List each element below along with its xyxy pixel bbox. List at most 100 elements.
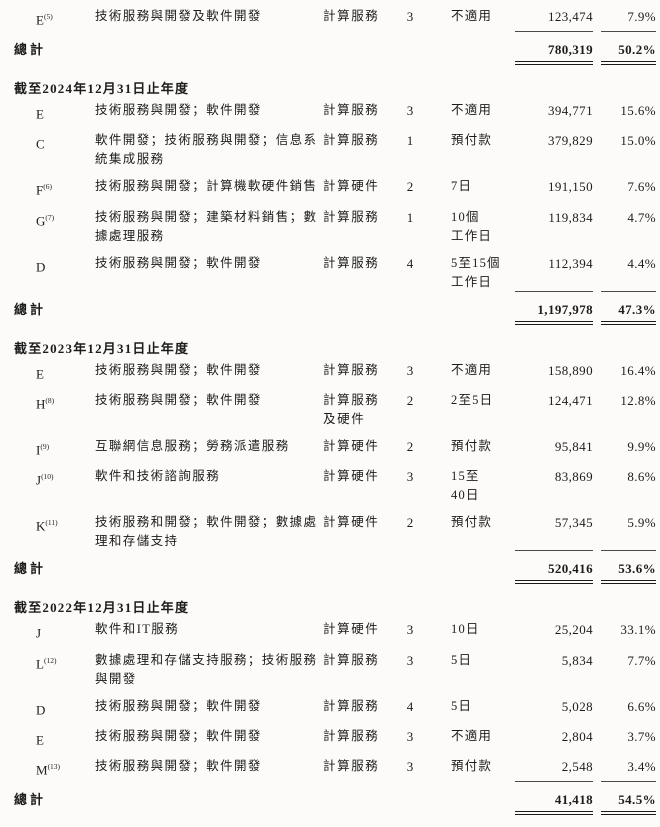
project-count-cell: 1 [406, 133, 414, 149]
services-cell: 技術服務和開發；軟件開發；數據處理和存儲支持 [95, 515, 318, 549]
total-amount-cell: 1,197,978 [515, 300, 593, 325]
project-count-cell: 3 [406, 469, 414, 485]
company-letter: C [36, 136, 45, 152]
company-cell: H(8) [14, 391, 95, 429]
percent-cell: 7.7% [593, 651, 656, 689]
services-cell: 技術服務與開發；軟件開發 [95, 255, 262, 270]
section-year-header: 截至2022年12月31日止年度 [14, 600, 190, 616]
project-count-cell: 3 [406, 728, 414, 744]
services-cell: 軟件開發；技術服務與開發；信息系統集成服務 [95, 133, 318, 167]
credit-terms-cell: 不適用 [451, 728, 493, 743]
table-row: D 技術服務與開發；軟件開發 計算服務 4 5日 5,028 6.6% [14, 697, 656, 719]
total-row: 總計 1,197,978 47.3% [14, 300, 656, 329]
credit-terms-cell: 2至5日 [451, 392, 494, 407]
percent-value: 3.7% [627, 728, 656, 744]
company-letter: E [36, 732, 44, 748]
table-row: F(6) 技術服務與開發；計算機軟硬件銷售 計算硬件 2 7日 191,150 … [14, 177, 656, 199]
services-cell: 技術服務與開發及軟件開發 [95, 9, 262, 23]
amount-value: 379,829 [547, 133, 593, 149]
percent-cell: 8.6% [593, 467, 656, 505]
percent-value: 15.6% [620, 103, 656, 118]
category-cell: 計算硬件 [323, 622, 380, 637]
amount-value: 123,474 [547, 9, 593, 24]
credit-terms-cell: 5日 [451, 698, 473, 713]
percent-value: 9.9% [627, 438, 656, 454]
percent-cell: 15.0% [593, 131, 656, 169]
footnote-ref: (8) [45, 395, 55, 405]
company-cell: E [14, 101, 95, 123]
total-row: 總計 780,319 50.2% [14, 40, 656, 69]
amount-value: 5,834 [561, 652, 593, 668]
credit-terms-cell: 7日 [451, 179, 473, 194]
table-row: E 技術服務與開發；軟件開發 計算服務 3 不適用 158,890 16.4% [14, 361, 656, 383]
services-cell: 數據處理和存儲支持服務；技術服務與開發 [95, 652, 318, 686]
company-cell: L(12) [14, 651, 95, 689]
services-cell: 互聯網信息服務；勞務派遣服務 [95, 438, 290, 453]
footnote-ref: (9) [40, 441, 50, 451]
project-count-cell: 3 [406, 622, 414, 638]
services-cell: 軟件和IT服務 [95, 622, 180, 637]
company-letter: E [36, 12, 44, 28]
services-cell: 技術服務與開發；計算機軟硬件銷售 [95, 179, 318, 194]
category-cell: 計算服務 [323, 759, 380, 774]
credit-terms-cell: 不適用 [451, 103, 493, 117]
credit-terms-cell: 預付款 [451, 759, 493, 774]
category-cell: 計算硬件 [323, 438, 380, 453]
amount-cell: 379,829 [515, 131, 593, 169]
table-row: D 技術服務與開發；軟件開發 計算服務 4 5至15個 工作日 112,394 … [14, 254, 656, 292]
table-row: M(13) 技術服務與開發；軟件開發 計算服務 3 預付款 2,548 3.4% [14, 757, 656, 782]
percent-value: 4.7% [627, 209, 656, 225]
services-cell: 技術服務與開發；建築材料銷售；數據處理服務 [95, 209, 318, 243]
percent-cell: 4.4% [593, 254, 656, 292]
company-cell: K(11) [14, 513, 95, 551]
company-cell: D [14, 254, 95, 292]
amount-value: 112,394 [548, 255, 593, 271]
footnote-ref: (6) [43, 182, 52, 192]
services-cell: 軟件和技術諮詢服務 [95, 469, 221, 484]
table-row: E 技術服務與開發；軟件開發 計算服務 3 不適用 2,804 3.7% [14, 727, 656, 749]
category-cell: 計算服務 [323, 362, 380, 377]
project-count-cell: 3 [406, 103, 414, 118]
company-cell: I(9) [14, 437, 95, 459]
amount-cell: 57,345 [515, 513, 593, 551]
total-row: 總計 520,416 53.6% [14, 559, 656, 588]
amount-cell: 158,890 [515, 361, 593, 383]
footnote-ref: (12) [43, 655, 57, 665]
company-cell: M(13) [14, 757, 95, 782]
percent-value: 12.8% [620, 392, 656, 408]
percent-cell: 33.1% [593, 620, 656, 642]
percent-value: 16.4% [620, 362, 656, 378]
company-letter: J [36, 472, 42, 488]
amount-cell: 191,150 [515, 177, 593, 199]
project-count-cell: 3 [406, 652, 414, 668]
table-row: C 軟件開發；技術服務與開發；信息系統集成服務 計算服務 1 預付款 379,8… [14, 131, 656, 169]
total-amount-value: 1,197,978 [515, 300, 593, 325]
amount-cell: 124,471 [515, 391, 593, 429]
percent-value: 7.6% [627, 179, 656, 195]
table-row: E(5) 技術服務與開發及軟件開發 計算服務 3 不適用 123,474 7.9… [14, 7, 656, 32]
table-row: J 軟件和IT服務 計算硬件 3 10日 25,204 33.1% [14, 620, 656, 642]
category-cell: 計算服務 [323, 698, 380, 713]
amount-cell: 5,028 [515, 697, 593, 719]
footnote-ref: (5) [43, 12, 53, 21]
company-cell: E [14, 727, 95, 749]
amount-cell: 123,474 [515, 7, 593, 32]
company-cell: G(7) [14, 208, 95, 246]
amount-cell: 5,834 [515, 651, 593, 689]
percent-cell: 9.9% [593, 437, 656, 459]
amount-cell: 2,804 [515, 727, 593, 749]
company-letter: I [36, 442, 41, 458]
percent-cell: 6.6% [593, 697, 656, 719]
company-letter: K [36, 518, 46, 534]
company-cell: F(6) [14, 177, 95, 199]
total-amount-cell: 520,416 [515, 559, 593, 585]
company-cell: J [14, 620, 95, 642]
percent-cell: 3.7% [593, 727, 656, 749]
percent-cell: 12.8% [593, 391, 656, 429]
total-amount-cell: 780,319 [515, 40, 593, 65]
credit-terms-cell: 預付款 [451, 438, 493, 453]
amount-cell: 112,394 [515, 254, 593, 292]
project-count-cell: 1 [406, 209, 414, 225]
percent-value: 15.0% [620, 133, 656, 149]
